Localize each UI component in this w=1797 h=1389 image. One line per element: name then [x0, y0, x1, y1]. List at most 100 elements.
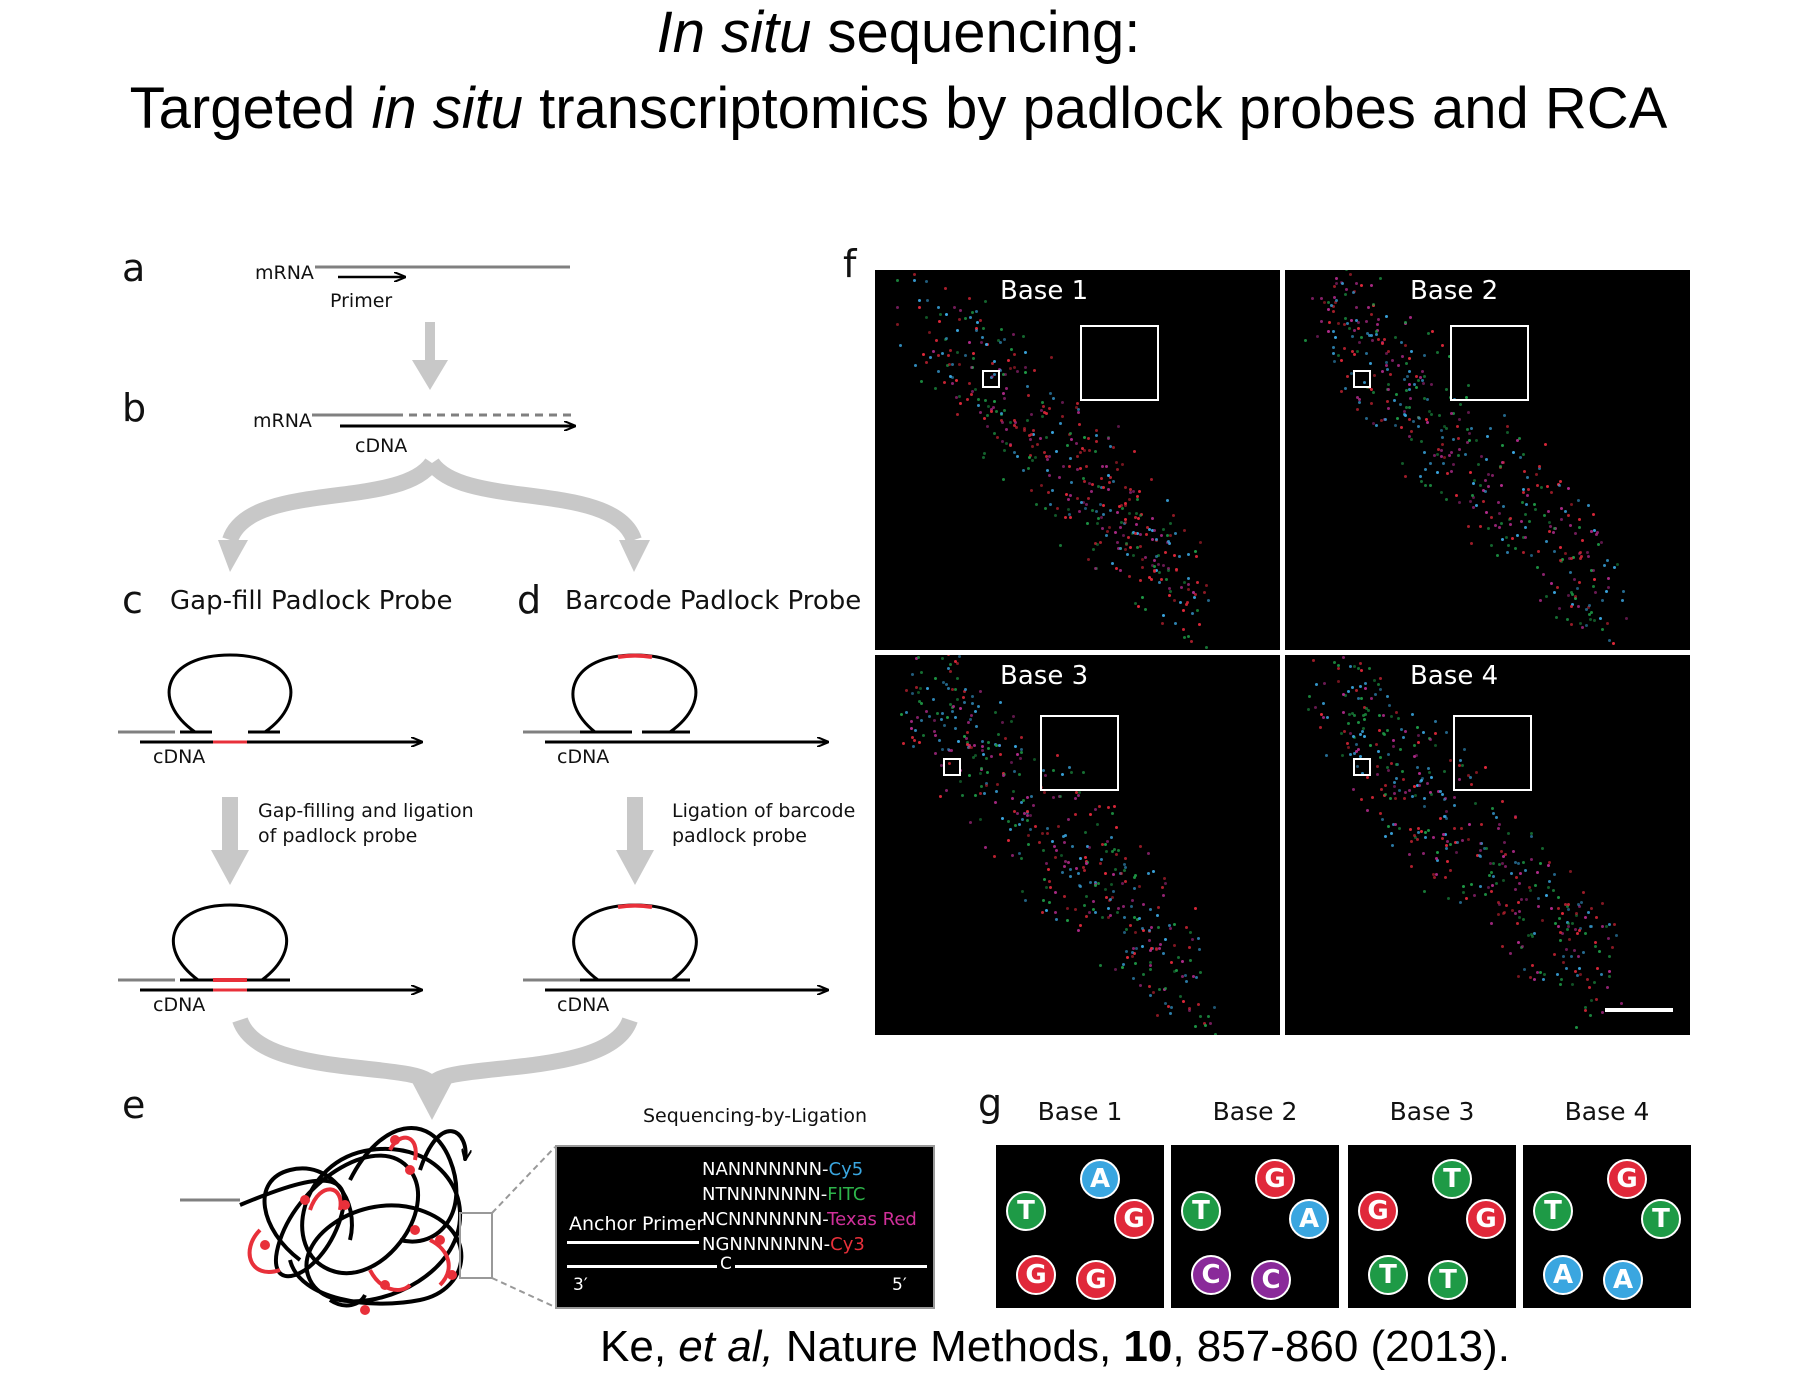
fluor-spot	[1193, 593, 1197, 597]
fluor-spot	[1318, 725, 1322, 729]
fluor-spot	[1140, 944, 1144, 948]
fluor-spot	[1128, 490, 1132, 494]
fluor-spot	[1188, 931, 1192, 935]
fluor-spot	[1544, 540, 1548, 544]
fluor-spot	[1496, 900, 1500, 904]
fluor-spot	[1491, 807, 1495, 811]
fluor-spot	[1162, 527, 1166, 531]
fluor-spot	[1500, 538, 1504, 542]
fluor-spot	[1571, 921, 1575, 925]
fluor-spot	[1523, 470, 1527, 474]
fluor-spot	[1156, 925, 1160, 929]
fluor-spot	[1558, 546, 1562, 550]
fluor-spot	[914, 657, 918, 661]
fluor-spot	[1594, 944, 1598, 948]
fluor-spot	[1429, 775, 1433, 779]
fluor-spot	[1048, 474, 1052, 478]
fluor-spot	[1417, 416, 1421, 420]
fluor-spot	[1516, 941, 1520, 945]
fluor-spot	[1198, 540, 1202, 544]
fluor-spot	[1155, 946, 1159, 950]
fluor-spot	[1350, 318, 1354, 322]
fluor-spot	[1535, 472, 1539, 476]
fluor-spot	[922, 734, 926, 738]
fluor-spot	[1093, 807, 1097, 811]
fluor-spot	[1147, 528, 1151, 531]
fluor-spot	[1075, 496, 1079, 500]
fluor-spot	[1599, 541, 1603, 545]
fluor-spot	[1357, 341, 1361, 345]
fluor-spot	[1604, 589, 1608, 593]
fluor-panel-base-4: Base 4	[1285, 655, 1690, 1035]
fluor-spot	[983, 452, 987, 456]
fluor-spot	[950, 748, 954, 752]
fluor-spot	[1367, 708, 1371, 712]
fluor-spot	[1557, 484, 1561, 488]
fluor-spot	[1418, 376, 1422, 379]
fluor-spot	[1047, 868, 1051, 872]
fluor-spot	[1067, 765, 1071, 769]
fluor-spot	[1342, 656, 1346, 660]
fluor-spot	[1607, 936, 1611, 940]
fluor-spot	[1378, 676, 1382, 680]
g-dot: T	[1006, 1191, 1046, 1231]
fluor-spot	[933, 719, 937, 723]
g-dot: T	[1428, 1260, 1468, 1300]
fluor-spot	[934, 339, 938, 343]
fluor-spot	[1571, 592, 1575, 596]
fluor-spot	[1577, 525, 1581, 529]
fluor-spot	[1486, 484, 1490, 488]
fluor-spot	[1155, 948, 1159, 952]
fluor-spot	[1150, 577, 1154, 581]
fluor-spot	[1576, 586, 1580, 590]
fluor-spot	[1084, 859, 1088, 863]
fluor-spot	[1111, 445, 1115, 449]
fluor-spot	[1595, 997, 1599, 1001]
fluor-spot	[1504, 903, 1508, 907]
fluor-spot	[1467, 525, 1471, 529]
fluor-spot	[1084, 503, 1088, 507]
fluor-spot	[1595, 533, 1599, 537]
fluor-spot	[1182, 628, 1186, 632]
fluor-spot	[1325, 716, 1329, 720]
fluor-spot	[1511, 451, 1515, 455]
fluor-spot	[1454, 841, 1458, 845]
gapfill-padlock-probe	[167, 653, 293, 734]
fluor-spot	[1164, 986, 1168, 990]
fluor-spot	[1600, 972, 1604, 976]
fluor-spot	[1520, 501, 1524, 505]
fluor-spot	[1517, 915, 1521, 919]
fluor-spot	[1515, 921, 1519, 925]
fluor-spot	[1579, 901, 1583, 905]
fluor-spot	[1045, 908, 1049, 912]
fluor-spot	[1399, 425, 1403, 429]
fluor-spot	[1052, 795, 1056, 799]
fluor-spot	[1342, 729, 1346, 733]
fluor-spot	[1361, 727, 1365, 731]
fluor-spot	[1106, 915, 1110, 919]
fluor-spot	[1079, 451, 1083, 454]
fluor-spot	[1478, 842, 1482, 846]
g-dot: G	[1016, 1255, 1056, 1295]
fluor-spot	[1543, 443, 1547, 447]
fluor-spot	[1350, 686, 1354, 690]
fluor-spot	[1164, 882, 1167, 886]
fluor-spot	[1009, 347, 1013, 351]
fluor-spot	[1078, 423, 1082, 427]
fluor-spot	[1489, 890, 1493, 894]
fluor-spot	[1048, 455, 1052, 459]
fluor-spot	[963, 734, 967, 738]
fluor-spot	[970, 365, 974, 369]
fluor-spot	[1022, 468, 1026, 472]
fluor-spot	[1517, 861, 1521, 865]
fluor-spot	[1112, 805, 1116, 809]
fluor-spot	[1445, 731, 1449, 735]
fluor-spot	[1483, 893, 1487, 897]
fluor-spot	[1000, 817, 1004, 821]
fluor-spot	[1529, 835, 1533, 839]
fluor-spot	[1422, 852, 1426, 856]
fluor-spot	[1364, 712, 1368, 716]
base-c-label: C	[717, 1254, 735, 1274]
fluor-spot	[1413, 794, 1417, 798]
fluor-spot	[1515, 438, 1519, 442]
